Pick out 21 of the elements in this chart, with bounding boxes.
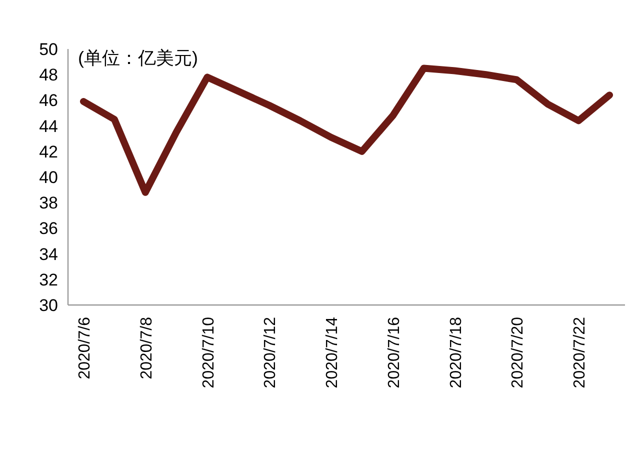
y-tick-label: 34: [39, 244, 58, 264]
y-axis-title: (单位：亿美元): [78, 48, 198, 68]
x-tick-label: 2020/7/10: [200, 316, 218, 388]
x-tick-label: 2020/7/18: [448, 316, 465, 388]
y-tick-label: 46: [39, 91, 58, 110]
x-tick-label: 2020/7/16: [386, 316, 403, 388]
y-tick-label: 32: [39, 270, 58, 290]
y-tick-label: 50: [39, 40, 58, 59]
x-tick-label: 2020/7/22: [572, 316, 589, 388]
x-tick-label: 2020/7/6: [76, 316, 94, 380]
y-tick-label: 30: [39, 296, 58, 315]
x-tick-label: 2020/7/20: [510, 316, 527, 388]
x-tick-label: 2020/7/8: [138, 316, 156, 380]
y-tick-label: 48: [39, 66, 58, 85]
y-tick-label: 44: [39, 116, 58, 136]
x-tick-label: 2020/7/14: [324, 316, 342, 388]
y-tick-label: 40: [39, 168, 58, 187]
y-tick-label: 42: [39, 142, 58, 162]
y-tick-label: 38: [39, 194, 58, 213]
x-tick-label: 2020/7/12: [262, 316, 280, 388]
y-tick-label: 36: [39, 219, 58, 238]
